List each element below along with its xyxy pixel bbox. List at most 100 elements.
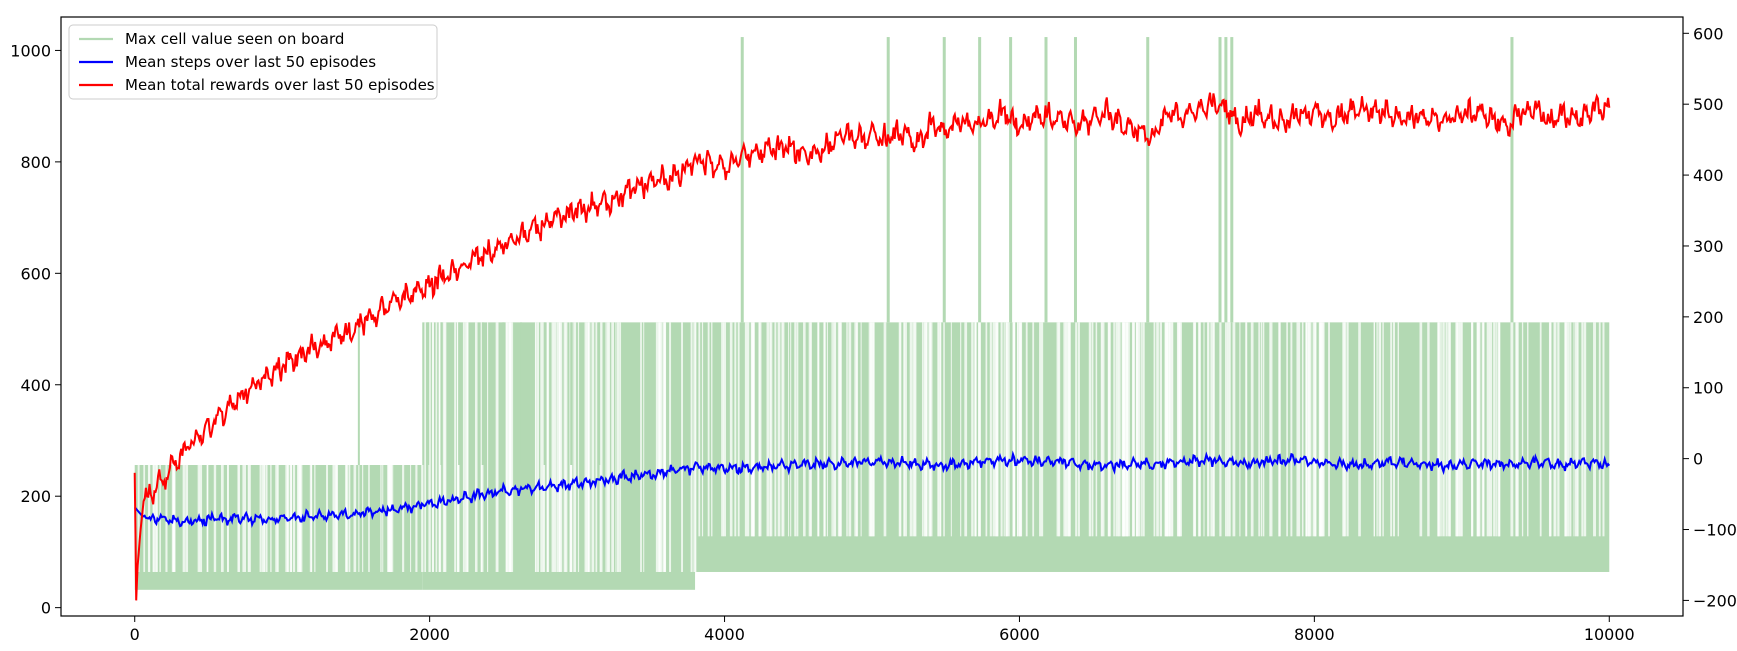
max-cell-gap: [611, 322, 615, 572]
max-cell-gap: [1017, 322, 1020, 537]
y-right-tick-label: 500: [1693, 95, 1724, 114]
max-cell-spike: [427, 322, 430, 465]
max-cell-gap: [912, 322, 916, 537]
max-cell-gap: [796, 322, 799, 537]
max-cell-gap: [600, 322, 603, 572]
max-cell-gap: [1449, 322, 1451, 537]
max-cell-gap: [1003, 322, 1005, 537]
max-cell-gap: [1397, 322, 1400, 537]
max-cell-gap: [681, 322, 684, 572]
max-cell-gap: [368, 464, 370, 572]
max-cell-gap: [1493, 322, 1496, 537]
max-cell-gap: [923, 322, 925, 537]
max-cell-gap: [1156, 322, 1159, 537]
max-cell-gap: [410, 464, 412, 572]
max-cell-gap: [1153, 322, 1156, 537]
max-cell-gap: [1270, 322, 1273, 537]
max-cell-gap: [1132, 322, 1136, 537]
max-cell-gap: [823, 322, 826, 537]
max-cell-gap: [810, 322, 812, 537]
max-cell-gap: [640, 322, 642, 572]
max-cell-gap: [747, 322, 750, 537]
max-cell-gap: [759, 322, 762, 537]
max-cell-gap: [599, 322, 602, 572]
max-cell-gap: [595, 322, 598, 572]
max-cell-gap: [1305, 322, 1309, 537]
max-cell-gap: [464, 322, 466, 572]
max-cell-gap: [591, 322, 595, 572]
max-cell-gap: [553, 322, 557, 572]
max-cell-gap: [1063, 322, 1067, 537]
max-cell-gap: [382, 464, 384, 572]
max-cell-gap: [1122, 322, 1126, 537]
max-cell-gap: [1358, 322, 1361, 537]
max-cell-gap: [435, 322, 438, 572]
max-cell-gap: [826, 322, 828, 537]
max-cell-gap: [1553, 322, 1555, 537]
max-cell-gap: [1445, 322, 1448, 537]
max-cell-gap: [606, 322, 609, 572]
max-cell-gap: [774, 322, 777, 537]
max-cell-gap: [415, 464, 418, 572]
y-right-tick-label: −100: [1693, 521, 1737, 540]
max-cell-gap: [454, 322, 457, 572]
max-cell-gap: [856, 322, 859, 537]
max-cell-peak: [942, 37, 946, 323]
max-cell-gap: [297, 464, 300, 572]
max-cell-gap: [1378, 322, 1381, 537]
max-cell-gap: [1390, 322, 1393, 537]
max-cell-peak: [978, 37, 982, 323]
max-cell-gap: [1566, 322, 1570, 537]
max-cell-gap: [872, 322, 875, 537]
max-cell-gap: [424, 322, 427, 572]
max-cell-gap: [292, 464, 296, 572]
max-cell-gap: [1278, 322, 1281, 537]
max-cell-gap: [883, 322, 887, 537]
max-cell-gap: [442, 322, 446, 572]
max-cell-gap: [921, 322, 923, 537]
max-cell-gap: [486, 322, 489, 572]
max-cell-gap: [1496, 322, 1498, 537]
max-cell-spike: [570, 322, 573, 465]
max-cell-gap: [444, 322, 447, 572]
max-cell-gap: [495, 322, 498, 572]
max-cell-gap: [1583, 322, 1587, 537]
max-cell-gap: [1477, 322, 1481, 537]
max-cell-gap: [833, 322, 836, 537]
max-cell-gap: [817, 322, 820, 537]
max-cell-gap: [388, 464, 391, 572]
max-cell-gap: [690, 322, 693, 572]
max-cell-gap: [152, 464, 154, 572]
max-cell-gap: [664, 322, 666, 572]
y-right-tick-label: 400: [1693, 166, 1724, 185]
max-cell-gap: [971, 322, 974, 537]
max-cell-gap: [1164, 322, 1168, 537]
max-cell-gap: [1461, 322, 1463, 537]
max-cell-gap: [1058, 322, 1061, 537]
max-cell-gap: [707, 322, 710, 537]
max-cell-gap: [1041, 322, 1044, 537]
max-cell-gap: [977, 322, 981, 537]
max-cell-gap: [1065, 322, 1068, 537]
max-cell-gap: [669, 322, 672, 572]
max-cell-gap: [1328, 322, 1330, 537]
max-cell-gap: [605, 322, 607, 572]
max-cell-gap: [751, 322, 755, 537]
max-cell-gap: [1113, 322, 1115, 537]
max-cell-gap: [1115, 322, 1119, 537]
max-cell-gap: [659, 322, 663, 572]
max-cell-gap: [1091, 322, 1094, 537]
max-cell-spike: [520, 322, 523, 465]
max-cell-gap: [995, 322, 999, 537]
x-tick-label: 8000: [1294, 625, 1335, 644]
max-cell-gap: [834, 322, 837, 537]
max-cell-gap: [1489, 322, 1493, 537]
max-cell-gap: [794, 322, 797, 537]
max-cell-gap: [750, 322, 753, 537]
max-cell-gap: [1101, 322, 1105, 537]
legend-box: [68, 24, 438, 100]
max-cell-gap: [1005, 322, 1008, 537]
max-cell-gap: [432, 322, 434, 572]
max-cell-gap: [839, 322, 842, 537]
max-cell-gap: [1437, 322, 1440, 537]
